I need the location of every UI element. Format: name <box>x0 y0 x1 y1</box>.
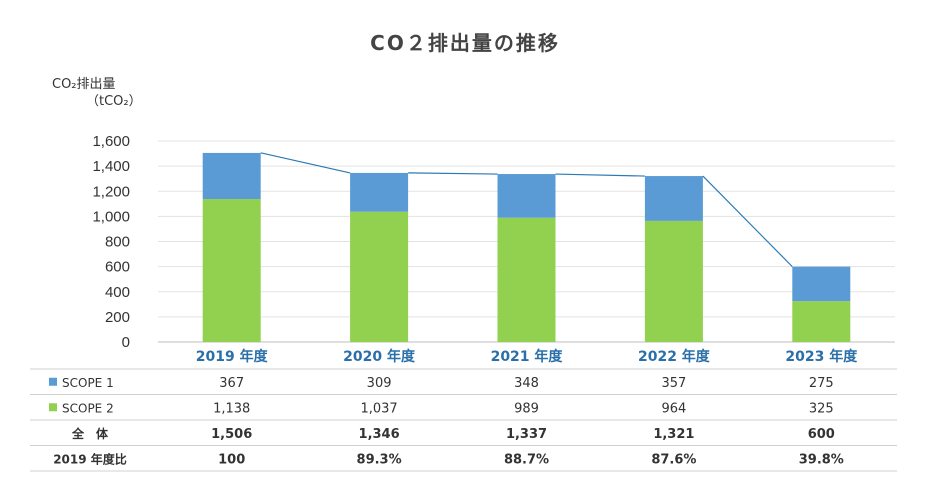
table-cell: 100 <box>218 452 245 467</box>
total-line-segment <box>260 152 351 174</box>
y-axis-ticks: 0 200 400 600 800 1,000 1,200 1,400 1,600 <box>92 133 130 351</box>
table-cell: 1,337 <box>506 427 547 442</box>
y-axis-label: CO₂排出量 <box>52 77 116 92</box>
table-cell: 88.7% <box>504 452 549 467</box>
x-tick-label: 2020 年度 <box>343 348 416 365</box>
y-tick-label: 600 <box>105 259 130 276</box>
bar-scope-1 <box>644 176 703 221</box>
table-cell: 600 <box>808 427 835 442</box>
y-tick-label: 0 <box>122 334 130 351</box>
table-cell: 367 <box>219 376 244 391</box>
table-cell: 1,346 <box>359 427 400 442</box>
total-line-segment <box>555 173 645 177</box>
y-tick-label: 1,200 <box>92 183 130 200</box>
table-cell: 89.3% <box>357 452 402 467</box>
y-axis-unit: （tCO₂） <box>86 94 142 109</box>
x-tick-label: 2022 年度 <box>638 348 711 365</box>
category-labels: 2019 年度 2020 年度 2021 年度 2022 年度 2023 年度 <box>196 348 858 365</box>
table-cell: 357 <box>661 376 686 391</box>
y-tick-label: 1,400 <box>92 158 130 175</box>
bar-scope-2 <box>350 211 409 342</box>
table-row-label: 全 体 <box>71 426 109 441</box>
table-cell: 39.8% <box>799 452 844 467</box>
bar-scope-2 <box>202 199 261 342</box>
chart-title: CO２排出量の推移 <box>370 31 560 55</box>
y-tick-label: 400 <box>105 284 130 301</box>
legend-marker <box>49 403 57 412</box>
x-tick-label: 2023 年度 <box>785 348 858 365</box>
table-row-label: SCOPE 2 <box>62 401 114 415</box>
total-line <box>260 152 793 268</box>
bar-scope-1 <box>792 266 851 302</box>
table-cell: 348 <box>514 376 539 391</box>
table-cell: 989 <box>514 401 539 416</box>
y-tick-label: 1,000 <box>92 208 130 225</box>
bar-scope-2 <box>792 301 851 342</box>
table-cell: 275 <box>809 376 834 391</box>
table-cell: 309 <box>367 376 392 391</box>
table-cell: 1,506 <box>211 427 252 442</box>
data-table: SCOPE 1 367 309 348 357 275 SCOPE 2 1,138 1,037 9… <box>30 368 897 472</box>
x-tick-label: 2019 年度 <box>196 348 269 365</box>
table-cell: 964 <box>661 401 686 416</box>
table-cell: 87.6% <box>651 452 696 467</box>
table-row-label: 2019 年度比 <box>53 451 127 466</box>
y-tick-label: 800 <box>105 234 130 251</box>
table-cell: 1,037 <box>360 401 397 416</box>
total-line-segment <box>408 172 498 175</box>
bars <box>202 152 851 342</box>
bar-scope-2 <box>497 217 556 342</box>
bar-scope-1 <box>202 152 261 200</box>
legend-marker <box>49 377 57 386</box>
table-cell: 1,138 <box>213 401 250 416</box>
total-line-segment <box>702 175 793 268</box>
table-cell: 1,321 <box>653 427 694 442</box>
bar-scope-2 <box>644 220 703 342</box>
table-cell: 325 <box>809 401 834 416</box>
y-tick-label: 200 <box>105 309 130 326</box>
x-tick-label: 2021 年度 <box>491 348 564 365</box>
y-tick-label: 1,600 <box>92 133 130 150</box>
bar-scope-1 <box>497 174 556 218</box>
table-row-label: SCOPE 1 <box>62 376 114 390</box>
bar-scope-1 <box>350 172 409 212</box>
